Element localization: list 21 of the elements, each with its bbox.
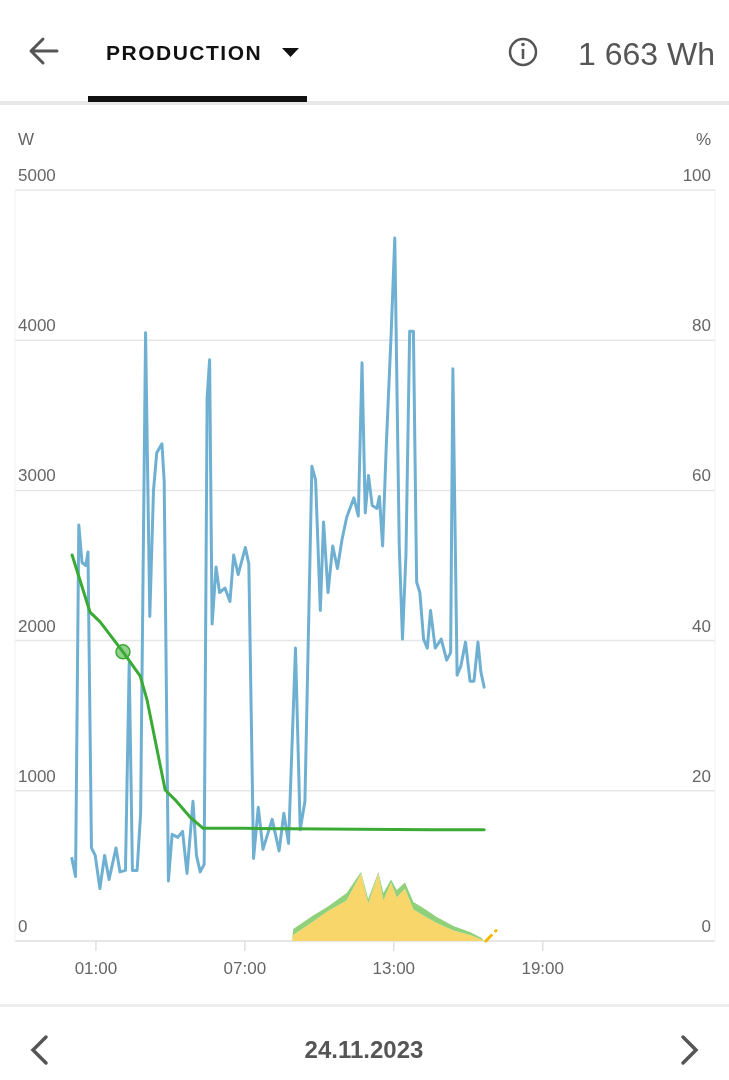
x-tick-label: 07:00 <box>223 959 267 978</box>
y-tick-label: 1000 <box>18 766 56 786</box>
y-axis-title: W <box>18 130 35 149</box>
y2-tick-label: 0 <box>701 917 711 936</box>
y2-tick-label: 40 <box>692 616 711 636</box>
y2-tick-label: 20 <box>692 766 711 786</box>
y2-tick-label: 60 <box>692 466 711 486</box>
y-tick-label: 4000 <box>18 316 56 336</box>
x-tick-label: 01:00 <box>74 959 118 978</box>
x-tick-label: 19:00 <box>521 959 564 978</box>
y2-tick-label: 100 <box>682 166 711 185</box>
y2-tick-label: 80 <box>692 316 711 336</box>
y-tick-label: 0 <box>18 917 28 936</box>
y-tick-label: 3000 <box>18 466 56 486</box>
x-tick-label: 13:00 <box>372 959 416 978</box>
chart-title: PRODUCTION <box>106 41 263 64</box>
text: 24.11.2023 <box>304 1036 424 1063</box>
y2-axis-title: % <box>695 130 711 149</box>
y-tick-label: 2000 <box>18 616 56 636</box>
y-tick-label: 5000 <box>18 166 56 185</box>
text: 1 663 Wh <box>578 36 715 72</box>
